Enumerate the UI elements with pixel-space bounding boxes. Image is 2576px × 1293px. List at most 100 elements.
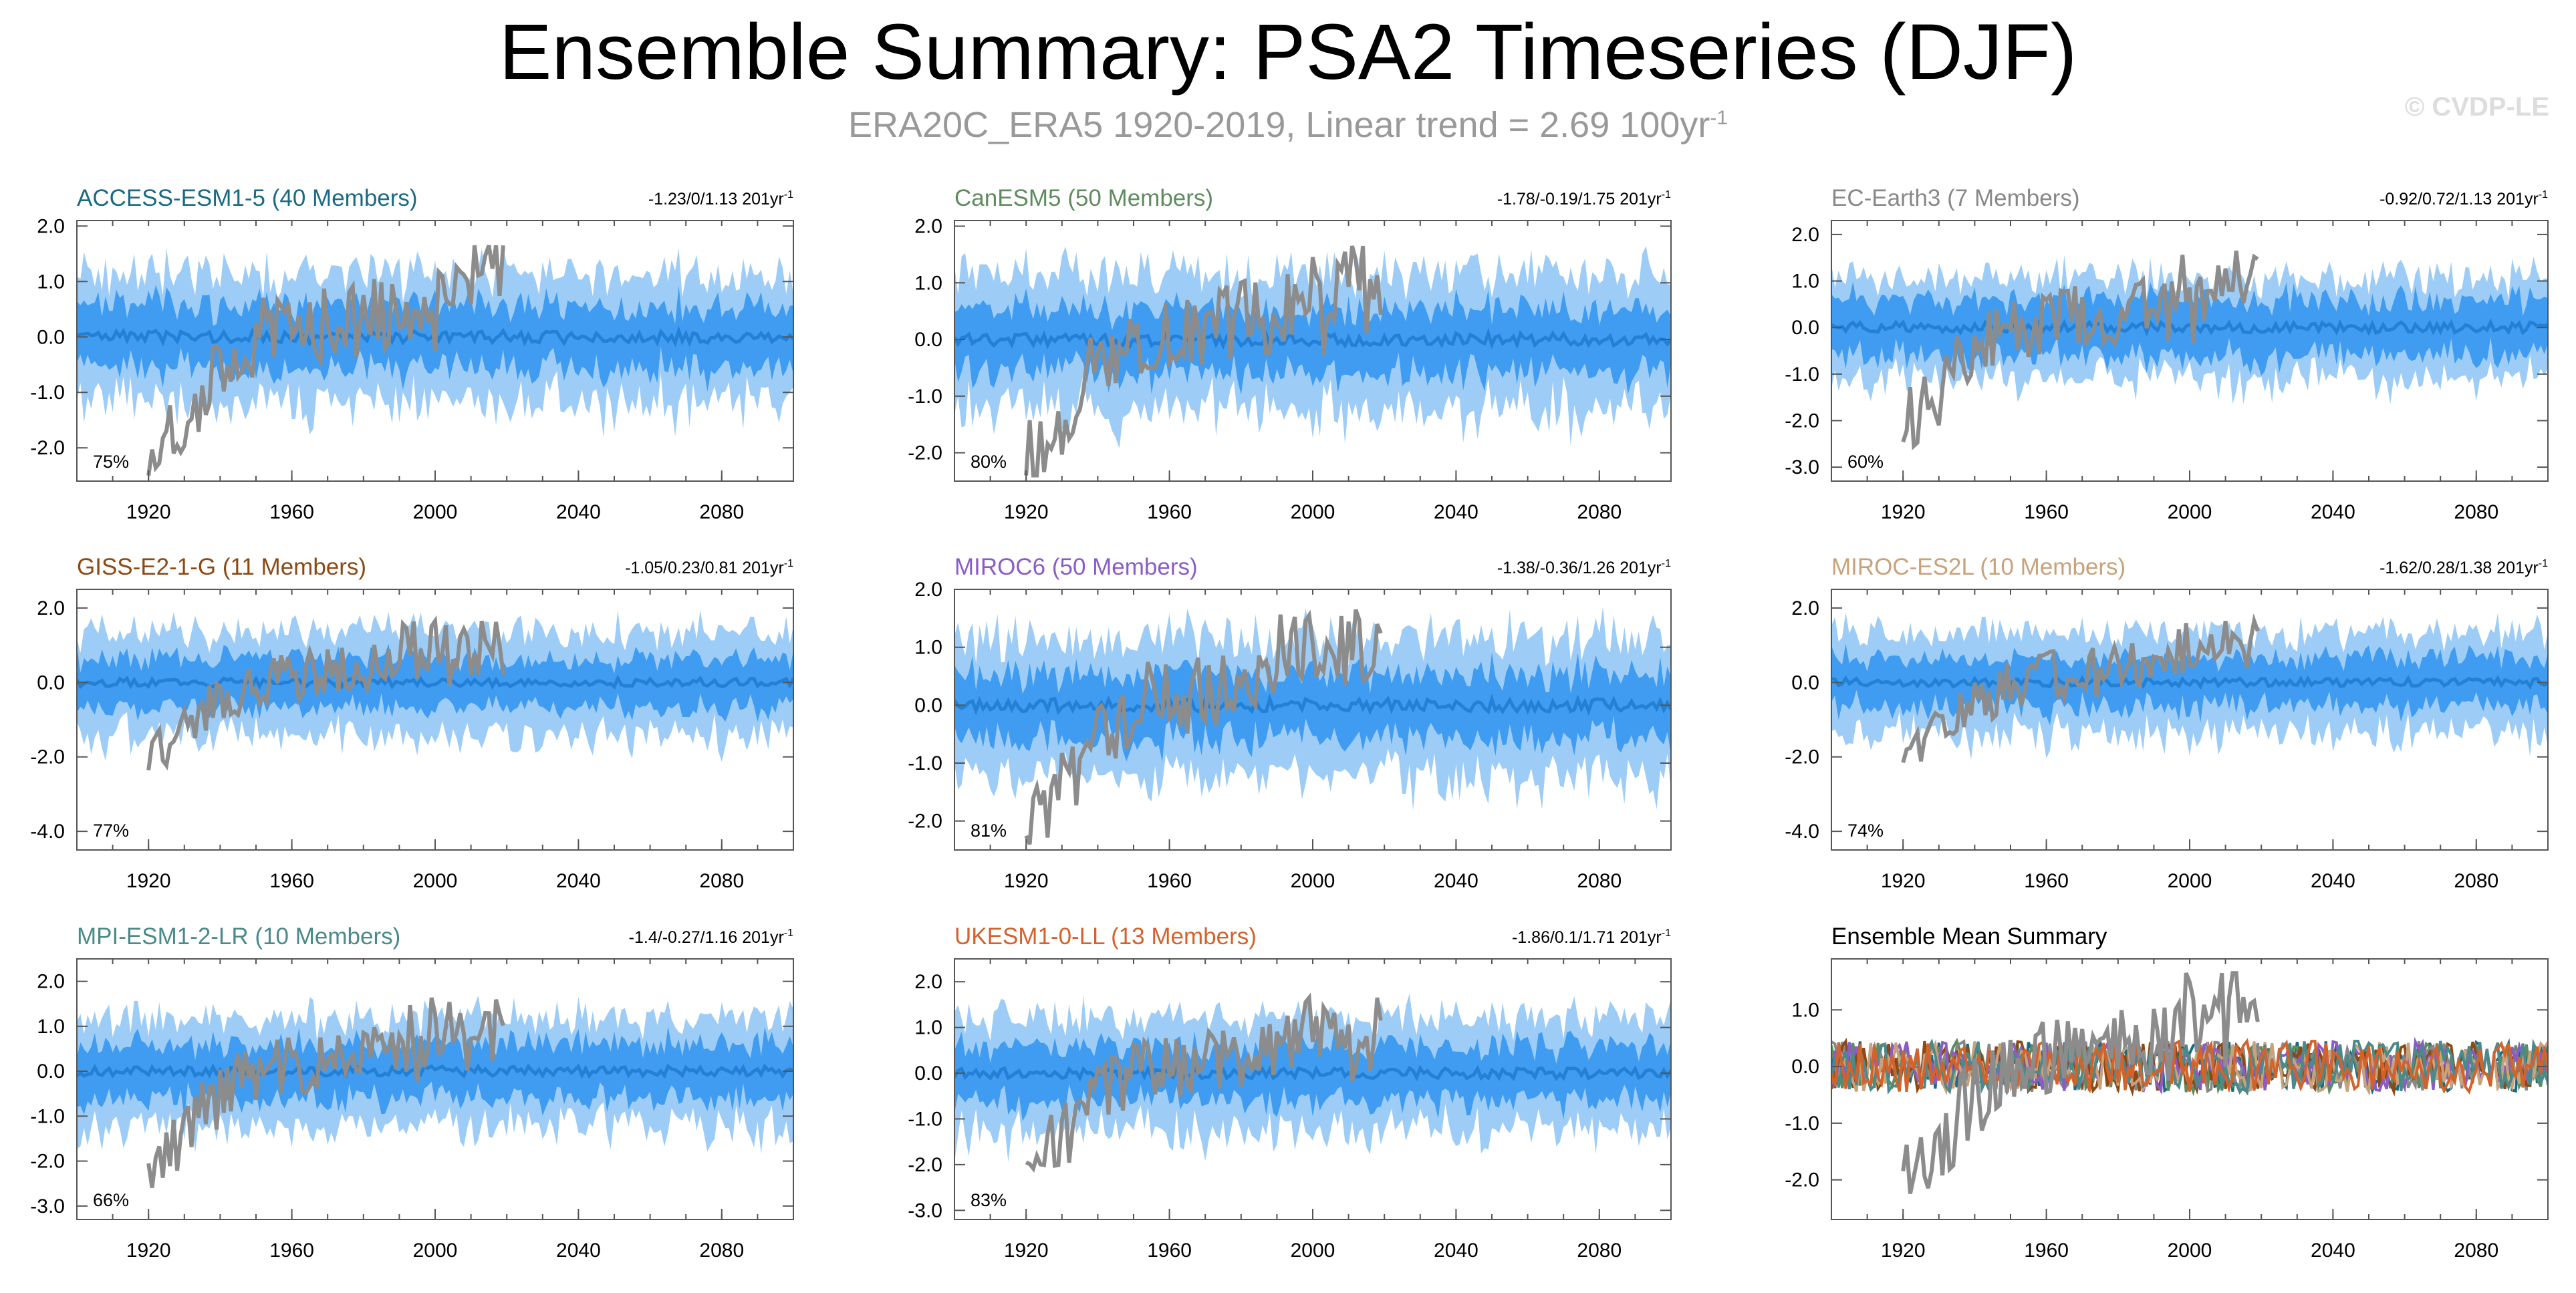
x-tick-label: 2080 [699, 501, 744, 523]
y-tick-label: -4.0 [1785, 821, 1819, 843]
x-tick-label: 2000 [2168, 1240, 2212, 1262]
x-tick-label: 2040 [556, 501, 601, 523]
chart-panel: CanESM5 (50 Members) -1.78/-0.19/1.75 201… [908, 185, 1672, 523]
model-mean-line [1831, 1038, 2548, 1095]
x-tick-label: 1960 [1147, 1240, 1192, 1262]
observations-line [1901, 613, 2260, 764]
observations-line [1025, 992, 1383, 1173]
observations-line [1901, 250, 2259, 450]
ensemble-mean-line [954, 1064, 1671, 1082]
y-tick-label: 0.0 [37, 672, 65, 694]
y-tick-label: -2.0 [1785, 1169, 1819, 1191]
y-tick-label: -4.0 [30, 821, 65, 843]
y-tick-label: -2.0 [908, 442, 942, 464]
panel-title: ACCESS-ESM1-5 (40 Members) [77, 185, 418, 211]
y-tick-label: -1.0 [1785, 1113, 1819, 1135]
x-tick-label: 2080 [1577, 1240, 1622, 1262]
x-tick-label: 2040 [1434, 1240, 1478, 1262]
x-tick-label: 1920 [1881, 501, 1926, 523]
x-tick-label: 2040 [1434, 870, 1478, 892]
y-tick-label: 0.0 [914, 329, 942, 351]
chart-panel: MIROC6 (50 Members) -1.38/-0.36/1.26 201y… [908, 554, 1672, 892]
panel-title: Ensemble Mean Summary [1831, 923, 2107, 950]
observations-line [1024, 609, 1383, 845]
percent-label: 81% [971, 821, 1007, 841]
panel-trend: -1.62/0.28/1.38 201yr-1 [2379, 558, 2548, 577]
x-tick-label: 1960 [269, 870, 314, 892]
x-tick-label: 1960 [2024, 870, 2069, 892]
panel-trend: -1.4/-0.27/1.16 201yr-1 [629, 927, 793, 947]
chart-panel: Ensemble Mean Summary 1920 1960 2000 2040 208… [1785, 923, 2549, 1262]
x-tick-label: 1920 [1004, 870, 1049, 892]
x-tick-label: 2040 [2311, 870, 2355, 892]
x-tick-label: 1960 [1147, 501, 1192, 523]
chart-panel: EC-Earth3 (7 Members) -0.92/0.72/1.13 201… [1785, 185, 2549, 523]
chart-panel: MIROC-ES2L (10 Members) -1.62/0.28/1.38 2… [1785, 554, 2549, 892]
ensemble-mean-line [1831, 318, 2548, 337]
x-tick-label: 2080 [2454, 1240, 2498, 1262]
x-tick-label: 1920 [126, 501, 171, 523]
y-tick-label: 1.0 [914, 272, 942, 294]
x-tick-label: 2000 [1291, 501, 1335, 523]
y-tick-label: -1.0 [1785, 364, 1819, 386]
y-tick-label: -2.0 [1785, 746, 1819, 768]
y-tick-label: 2.0 [1791, 224, 1819, 246]
x-tick-label: 1960 [269, 501, 314, 523]
ensemble-mean-line [1831, 674, 2548, 690]
subtitle-text: ERA20C_ERA5 1920-2019, Linear trend = 2.… [848, 105, 1710, 145]
y-tick-label: 1.0 [37, 1016, 65, 1038]
observations-line [1901, 971, 2260, 1195]
panel-trend: -1.05/0.23/0.81 201yr-1 [625, 558, 793, 577]
chart-panel: ACCESS-ESM1-5 (40 Members) -1.23/0/1.13 2… [30, 185, 794, 523]
x-tick-label: 2040 [1434, 501, 1478, 523]
y-tick-label: 0.0 [914, 694, 942, 716]
y-tick-label: -1.0 [908, 752, 942, 774]
panel-title: MIROC-ES2L (10 Members) [1831, 554, 2126, 580]
y-tick-label: -1.0 [30, 1105, 65, 1127]
x-tick-label: 1920 [1004, 1240, 1049, 1262]
x-tick-label: 1960 [2024, 501, 2069, 523]
ensemble-iqr-band [77, 1026, 793, 1119]
panel-trend: -0.92/0.72/1.13 201yr-1 [2379, 189, 2548, 208]
panel-title: MIROC6 (50 Members) [954, 554, 1198, 580]
x-tick-label: 2000 [1291, 1240, 1335, 1262]
observations-line [146, 615, 505, 770]
observations-line [1024, 245, 1383, 478]
x-tick-label: 1920 [1004, 501, 1049, 523]
y-tick-label: 1.0 [914, 637, 942, 659]
y-tick-label: 1.0 [914, 1017, 942, 1039]
ensemble-iqr-band [1831, 281, 2548, 376]
ensemble-mean-line [77, 1062, 793, 1079]
panel-trend: -1.23/0/1.13 201yr-1 [648, 189, 793, 208]
ensemble-mean-line [77, 674, 793, 690]
page-title: Ensemble Summary: PSA2 Timeseries (DJF) [499, 8, 2077, 96]
observations-line [146, 245, 505, 476]
percent-label: 60% [1847, 452, 1884, 472]
x-tick-label: 2000 [413, 501, 458, 523]
percent-label: 80% [971, 452, 1007, 472]
y-tick-label: -2.0 [908, 811, 942, 833]
panel-title: CanESM5 (50 Members) [954, 185, 1213, 211]
panel-title: MPI-ESM1-2-LR (10 Members) [77, 923, 400, 950]
y-tick-label: 1.0 [1791, 271, 1819, 293]
x-tick-label: 2040 [556, 1240, 601, 1262]
percent-label: 74% [1847, 821, 1884, 841]
x-tick-label: 1960 [2024, 1240, 2069, 1262]
x-tick-label: 2000 [2168, 501, 2212, 523]
x-tick-label: 1920 [126, 870, 171, 892]
x-tick-label: 1920 [1881, 1240, 1926, 1262]
y-tick-label: 1.0 [1791, 999, 1819, 1021]
page-subtitle: ERA20C_ERA5 1920-2019, Linear trend = 2.… [0, 95, 2576, 148]
y-tick-label: -2.0 [908, 1154, 942, 1176]
y-tick-label: 0.0 [1791, 672, 1819, 694]
y-tick-label: 0.0 [1791, 317, 1819, 339]
x-tick-label: 2080 [1577, 501, 1622, 523]
x-tick-label: 2080 [699, 1240, 744, 1262]
panel-trend: -1.78/-0.19/1.75 201yr-1 [1497, 189, 1671, 208]
x-tick-label: 2040 [556, 870, 601, 892]
subtitle-exponent: -1 [1710, 107, 1728, 129]
panel-trend: -1.38/-0.36/1.26 201yr-1 [1497, 558, 1671, 577]
ensemble-mean-line [954, 327, 1671, 350]
percent-label: 83% [971, 1190, 1007, 1210]
